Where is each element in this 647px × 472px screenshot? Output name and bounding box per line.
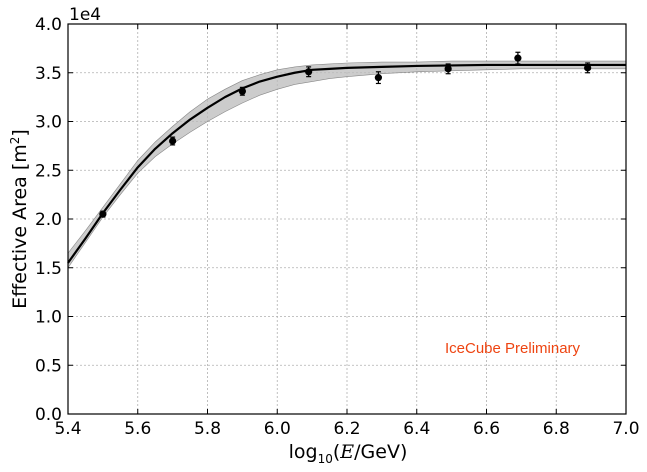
grid <box>68 24 626 414</box>
x-axis-label-variable: E <box>339 441 354 463</box>
x-axis-label-suffix: /GeV) <box>354 441 407 463</box>
y-tick-label: 3.0 <box>35 113 62 133</box>
x-tick-label: 7.0 <box>612 419 639 439</box>
y-tick-label: 0.0 <box>35 405 62 425</box>
y-axis-label-main: Effective Area [m <box>9 144 31 309</box>
y-tick-label: 4.0 <box>35 15 62 35</box>
y-axis-label-end: ] <box>9 129 31 136</box>
y-tick-labels: 0.0 0.5 1.0 1.5 2.0 2.5 3.0 3.5 4.0 <box>35 15 62 425</box>
data-point <box>99 210 107 218</box>
y-tick-label: 2.5 <box>35 161 62 181</box>
y-axis-label-superscript: 2 <box>8 137 22 145</box>
data-point <box>305 68 313 76</box>
x-tick-label: 5.8 <box>194 419 221 439</box>
x-axis-label-open-paren: ( <box>333 441 340 463</box>
y-tick-label: 2.0 <box>35 210 62 230</box>
y-tick-label: 0.5 <box>35 356 62 376</box>
fit-line <box>67 63 626 264</box>
y-tick-label: 1.0 <box>35 308 62 328</box>
y-offset-text: 1e4 <box>69 5 101 25</box>
data-point <box>238 87 246 95</box>
x-axis-label: log10(E/GeV) <box>289 441 408 466</box>
y-tick-label: 1.5 <box>35 259 62 279</box>
data-point <box>374 74 382 82</box>
fit-line-layer <box>67 63 626 264</box>
x-tick-label: 6.8 <box>543 419 570 439</box>
icecube-preliminary-annotation: IceCube Preliminary <box>445 340 581 357</box>
x-tick-label: 6.2 <box>333 419 360 439</box>
x-tick-label: 5.4 <box>54 419 81 439</box>
data-point <box>444 65 452 73</box>
data-point <box>514 54 522 62</box>
data-points-layer <box>99 51 592 218</box>
x-tick-label: 6.0 <box>264 419 291 439</box>
x-tick-label: 6.6 <box>473 419 500 439</box>
x-tick-labels: 5.4 5.6 5.8 6.0 6.2 6.4 6.6 6.8 7.0 <box>54 419 639 439</box>
y-axis-label: Effective Area [m2] <box>8 129 31 309</box>
data-point <box>169 137 177 145</box>
x-tick-label: 6.4 <box>403 419 430 439</box>
y-tick-label: 3.5 <box>35 64 62 84</box>
x-axis-label-subscript: 10 <box>318 452 333 466</box>
tick-marks <box>67 23 627 415</box>
x-axis-label-prefix: log <box>289 441 318 463</box>
x-tick-label: 5.6 <box>124 419 151 439</box>
data-point <box>584 64 592 72</box>
